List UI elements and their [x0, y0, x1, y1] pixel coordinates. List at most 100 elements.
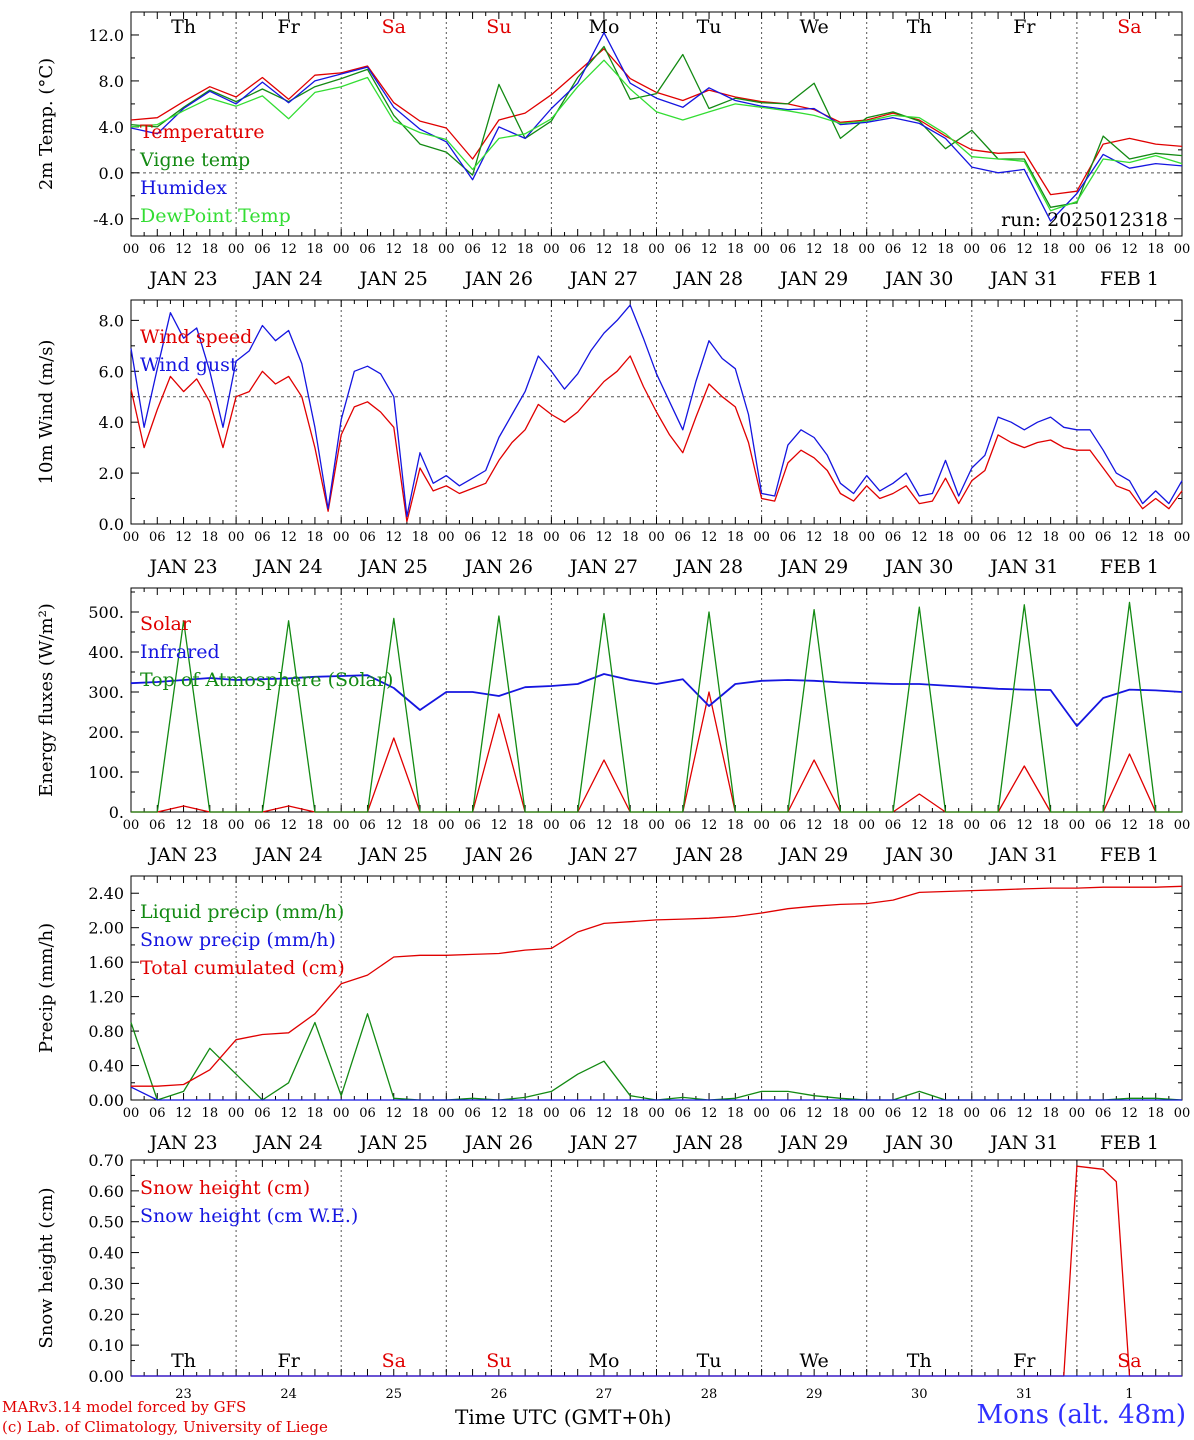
date-label: JAN 31: [988, 844, 1058, 866]
hour-tick-label: 18: [727, 242, 744, 257]
run-annotation: run: 2025012318: [1001, 209, 1168, 231]
day-number-label: 31: [1016, 1387, 1033, 1402]
hour-tick-label: 06: [780, 530, 797, 545]
y-tick-label: 1.20: [88, 988, 124, 1007]
date-label: JAN 23: [147, 556, 217, 578]
hour-tick-label: 00: [964, 818, 981, 833]
hour-tick-label: 00: [543, 1106, 560, 1121]
date-label: JAN 28: [673, 1132, 743, 1154]
hour-tick-label: 12: [385, 1106, 402, 1121]
model-credit: MARv3.14 model forced by GFS: [2, 1398, 247, 1416]
hour-tick-label: 00: [858, 242, 875, 257]
y-tick-label: 0.40: [88, 1057, 124, 1076]
hour-tick-label: 06: [780, 818, 797, 833]
hour-tick-label: 06: [254, 1106, 271, 1121]
hour-tick-label: 00: [438, 530, 455, 545]
legend-entry: DewPoint Temp: [140, 205, 291, 227]
y-tick-label: 2.00: [88, 919, 124, 938]
hour-tick-label: 12: [280, 530, 297, 545]
day-number-label: 24: [280, 1387, 297, 1402]
hour-tick-label: 18: [727, 530, 744, 545]
hour-tick-label: 00: [753, 530, 770, 545]
legend-entry: Wind speed: [140, 326, 252, 348]
series-line-green: [131, 601, 1182, 813]
y-tick-label: 2.0: [99, 464, 124, 483]
hour-tick-label: 18: [202, 242, 219, 257]
date-label: JAN 24: [253, 268, 323, 290]
date-label: JAN 23: [147, 1132, 217, 1154]
y-tick-label: 0.80: [88, 1022, 124, 1041]
y-tick-label: 0.10: [88, 1336, 124, 1355]
hour-tick-label: 18: [202, 530, 219, 545]
date-label: JAN 26: [463, 556, 533, 578]
hour-tick-label: 12: [911, 1106, 928, 1121]
y-tick-label: 8.0: [99, 72, 124, 91]
y-tick-label: 200.: [88, 723, 124, 742]
series-line-blue: [130, 304, 1183, 518]
hour-tick-label: 12: [385, 242, 402, 257]
hour-tick-label: 18: [1147, 818, 1164, 833]
weekday-label: Sa: [382, 1350, 406, 1372]
station-name: Mons (alt. 48m): [976, 1400, 1186, 1430]
hour-tick-label: 00: [648, 818, 665, 833]
y-tick-label: 0.70: [88, 1151, 124, 1170]
hour-tick-label: 00: [543, 242, 560, 257]
hour-tick-label: 12: [911, 530, 928, 545]
hour-tick-label: 18: [1042, 242, 1059, 257]
hour-tick-label: 00: [228, 1106, 245, 1121]
hour-tick-label: 06: [675, 242, 692, 257]
hour-tick-label: 18: [832, 1106, 849, 1121]
x-axis-title: Time UTC (GMT+0h): [455, 1405, 672, 1429]
hour-tick-label: 00: [858, 818, 875, 833]
hour-tick-label: 18: [202, 818, 219, 833]
hour-tick-label: 18: [1042, 530, 1059, 545]
y-tick-label: 0.00: [88, 1367, 124, 1386]
weekday-label: Sa: [1117, 16, 1141, 38]
hour-tick-label: 12: [491, 1106, 508, 1121]
day-number-label: 25: [385, 1387, 402, 1402]
hour-tick-label: 12: [911, 818, 928, 833]
hour-tick-label: 12: [806, 1106, 823, 1121]
hour-tick-label: 06: [464, 242, 481, 257]
hour-tick-label: 06: [885, 242, 902, 257]
hour-tick-label: 12: [1016, 242, 1033, 257]
y-tick-label: 0.00: [88, 1091, 124, 1110]
date-label: JAN 24: [253, 556, 323, 578]
y-tick-label: 0.30: [88, 1274, 124, 1293]
hour-tick-label: 18: [202, 1106, 219, 1121]
hour-tick-label: 00: [648, 530, 665, 545]
date-label: JAN 26: [463, 1132, 533, 1154]
weekday-label: Sa: [1117, 1350, 1141, 1372]
hour-tick-label: 18: [937, 818, 954, 833]
weekday-label: Su: [486, 1350, 511, 1372]
series-line-blue: [130, 32, 1183, 222]
hour-tick-label: 12: [701, 1106, 718, 1121]
weekday-label: Th: [907, 1350, 932, 1372]
legend-entry: Total cumulated (cm): [140, 957, 345, 979]
legend-entry: Temperature: [140, 121, 264, 143]
y-tick-label: 400.: [88, 643, 124, 662]
hour-tick-label: 18: [1147, 1106, 1164, 1121]
date-label: FEB 1: [1100, 268, 1159, 290]
date-label: JAN 25: [358, 556, 428, 578]
hour-tick-label: 00: [438, 1106, 455, 1121]
hour-tick-label: 06: [254, 818, 271, 833]
hour-tick-label: 00: [1069, 242, 1086, 257]
hour-tick-label: 00: [123, 818, 140, 833]
lab-credit: (c) Lab. of Climatology, University of L…: [2, 1418, 328, 1436]
hour-tick-label: 06: [464, 818, 481, 833]
hour-tick-label: 06: [990, 242, 1007, 257]
y-axis-label: Energy fluxes (W/m²): [36, 603, 57, 797]
hour-tick-label: 12: [175, 818, 192, 833]
hour-tick-label: 18: [1042, 818, 1059, 833]
y-tick-label: 8.0: [99, 311, 124, 330]
y-tick-label: 0.: [109, 803, 124, 822]
hour-tick-label: 18: [412, 242, 429, 257]
y-tick-label: 500.: [88, 603, 124, 622]
hour-tick-label: 18: [307, 1106, 324, 1121]
hour-tick-label: 06: [149, 1106, 166, 1121]
legend-entry: Vigne temp: [139, 149, 250, 171]
hour-tick-label: 18: [1147, 530, 1164, 545]
hour-tick-label: 00: [858, 530, 875, 545]
date-label: JAN 23: [147, 844, 217, 866]
